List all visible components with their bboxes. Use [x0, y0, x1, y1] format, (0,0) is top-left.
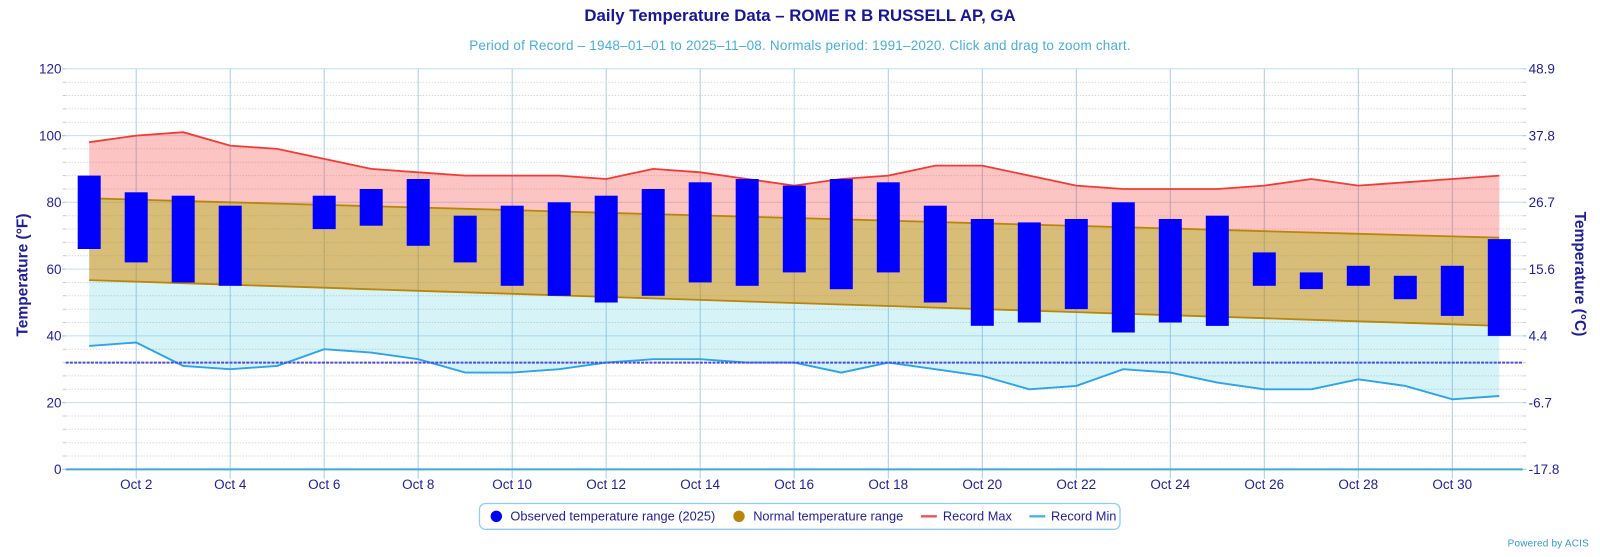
svg-text:Daily Temperature Data – ROME: Daily Temperature Data – ROME R B RUSSEL… — [584, 6, 1015, 25]
svg-text:100: 100 — [39, 128, 62, 143]
svg-text:Observed temperature range (20: Observed temperature range (2025) — [510, 509, 715, 524]
svg-text:Oct 14: Oct 14 — [680, 477, 720, 492]
svg-text:Powered by ACIS: Powered by ACIS — [1508, 539, 1590, 550]
svg-text:120: 120 — [39, 62, 62, 77]
svg-text:Record Min: Record Min — [1051, 509, 1116, 524]
svg-text:Oct 24: Oct 24 — [1150, 477, 1190, 492]
svg-text:-6.7: -6.7 — [1529, 395, 1552, 410]
svg-text:Oct 12: Oct 12 — [586, 477, 626, 492]
svg-text:Oct 6: Oct 6 — [308, 477, 340, 492]
svg-text:Period of Record – 1948–01–01: Period of Record – 1948–01–01 to 2025–11… — [469, 38, 1131, 53]
svg-text:Temperature (°C): Temperature (°C) — [1571, 212, 1588, 337]
svg-text:40: 40 — [46, 329, 61, 344]
svg-text:Oct 4: Oct 4 — [214, 477, 247, 492]
svg-text:Oct 20: Oct 20 — [962, 477, 1002, 492]
svg-text:Record Max: Record Max — [943, 509, 1013, 524]
svg-text:60: 60 — [46, 262, 61, 277]
svg-text:15.6: 15.6 — [1529, 262, 1555, 277]
svg-text:Oct 28: Oct 28 — [1338, 477, 1378, 492]
svg-text:4.4: 4.4 — [1529, 329, 1548, 344]
svg-text:Oct 26: Oct 26 — [1244, 477, 1284, 492]
svg-text:48.9: 48.9 — [1529, 62, 1555, 77]
svg-text:-17.8: -17.8 — [1529, 462, 1560, 477]
svg-text:37.8: 37.8 — [1529, 128, 1555, 143]
svg-text:Normal temperature range: Normal temperature range — [753, 509, 903, 524]
svg-text:20: 20 — [46, 395, 61, 410]
svg-text:Temperature (°F): Temperature (°F) — [15, 213, 32, 336]
svg-text:Oct 18: Oct 18 — [868, 477, 908, 492]
svg-text:Oct 8: Oct 8 — [402, 477, 434, 492]
svg-text:0: 0 — [54, 462, 62, 477]
svg-text:Oct 2: Oct 2 — [120, 477, 152, 492]
svg-text:Oct 10: Oct 10 — [492, 477, 532, 492]
svg-text:Oct 16: Oct 16 — [774, 477, 814, 492]
svg-text:Oct 22: Oct 22 — [1056, 477, 1096, 492]
svg-text:Oct 30: Oct 30 — [1432, 477, 1472, 492]
svg-text:80: 80 — [46, 195, 61, 210]
svg-text:26.7: 26.7 — [1529, 195, 1555, 210]
